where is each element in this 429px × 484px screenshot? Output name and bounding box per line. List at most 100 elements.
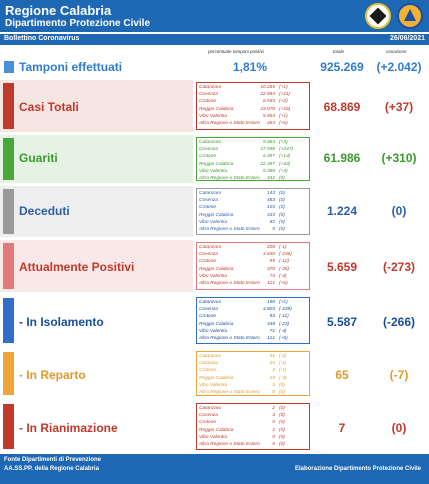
section-label-panel	[0, 80, 193, 132]
province-value: 190	[266, 300, 275, 305]
province-value: 2	[272, 406, 275, 411]
province-name: Catanzaro	[199, 140, 222, 145]
province-value: 71	[269, 328, 275, 334]
province-name: Vibo Valentia	[199, 113, 228, 119]
province-delta: (0)	[279, 219, 285, 225]
province-name: Reggio Calabria	[199, 212, 234, 218]
province-name: Catanzaro	[199, 245, 222, 250]
province-delta: (+16)	[279, 106, 291, 112]
province-delta: (0)	[279, 176, 285, 181]
section-title: - In Isolamento	[19, 315, 104, 329]
province-breakdown: Catanzaro 208 (-1) Cosenza 4.830 (-236) Croton…	[196, 242, 310, 290]
footer-credit: Elaborazione Dipartimento Protezione Civ…	[294, 466, 421, 472]
province-value: 370	[266, 266, 275, 272]
province-name: Cosenza	[199, 413, 218, 419]
province-name: Crotone	[199, 205, 217, 211]
province-delta: (-3)	[279, 375, 287, 381]
province-delta: (+6)	[279, 336, 288, 341]
section-title: - In Reparto	[19, 368, 86, 382]
province-delta: (-26)	[279, 266, 290, 272]
section-color-marker	[3, 189, 14, 234]
section-title: Casi Totali	[19, 100, 79, 114]
province-delta: (-12)	[279, 259, 290, 265]
province-name: Cosenza	[199, 307, 218, 313]
tamponi-variation: (+2.042)	[376, 60, 422, 74]
province-value: 22.884	[260, 92, 275, 98]
section-label-panel	[0, 295, 193, 346]
section-variation: (-7)	[389, 368, 409, 382]
province-value: 16	[269, 354, 275, 359]
section-variation-cell: (0)	[374, 188, 424, 235]
province-delta: (0)	[279, 406, 285, 411]
province-delta: (-236)	[279, 252, 292, 258]
province-name: Cosenza	[199, 92, 218, 98]
province-breakdown: Catanzaro 190 (+1) Cosenza 4.803 (-239) Croton…	[196, 297, 310, 344]
province-value: 22.397	[260, 161, 275, 167]
province-value: 23.070	[260, 106, 275, 112]
column-header-percent: percentuale tamponi positivi	[208, 49, 264, 54]
province-breakdown: Catanzaro 9.884 (+3) Cosenza 17.598 (+247) Cro…	[196, 137, 310, 181]
province-delta: (0)	[279, 227, 285, 232]
province-name: Altra Regione o Stato Estero	[199, 281, 260, 286]
province-delta: (0)	[279, 413, 285, 419]
province-value: 0	[272, 442, 275, 447]
header-bar: Regione Calabria Dipartimento Protezione…	[0, 0, 429, 32]
province-name: Cosenza	[199, 147, 218, 153]
province-delta: (0)	[279, 205, 285, 211]
province-value: 483	[266, 198, 275, 204]
section-variation: (0)	[391, 421, 407, 435]
section-title: Guariti	[19, 151, 58, 165]
province-delta: (+3)	[279, 140, 288, 145]
province-name: Vibo Valentia	[199, 168, 228, 174]
footer-source-line2: AA.SS.PP. della Regione Calabria	[4, 466, 99, 472]
section-variation-cell: (-266)	[374, 297, 424, 344]
province-name: Crotone	[199, 259, 217, 265]
province-value: 10.265	[260, 85, 275, 90]
section-variation: (-273)	[382, 260, 415, 274]
province-value: 17.598	[260, 147, 275, 153]
province-delta: (0)	[279, 427, 285, 433]
section-total: 61.986	[323, 151, 361, 165]
province-value: 3	[272, 382, 275, 388]
province-value: 0	[272, 390, 275, 395]
section-title: Attualmente Positivi	[19, 260, 135, 274]
province-name: Vibo Valentia	[199, 273, 228, 279]
province-name: Vibo Valentia	[199, 328, 228, 334]
province-value: 95	[269, 259, 275, 265]
section-total-cell: 7	[313, 403, 371, 450]
calabria-crest-icon	[365, 3, 391, 29]
section-6: - In Rianimazione Catanzaro 2 (0) Cosenza 3 (0…	[0, 401, 429, 452]
section-total-cell: 5.659	[313, 242, 371, 290]
province-delta: (+43)	[279, 161, 291, 167]
section-3: Attualmente Positivi Catanzaro 208 (-1) Cose…	[0, 240, 429, 292]
section-label-panel	[0, 401, 193, 452]
province-delta: (-1)	[279, 361, 287, 367]
province-name: Vibo Valentia	[199, 219, 228, 225]
section-variation: (+310)	[381, 151, 417, 165]
province-value: 4.803	[262, 307, 275, 313]
section-variation-cell: (0)	[374, 403, 424, 450]
protezione-civile-logo-icon	[397, 3, 423, 29]
province-breakdown: Catanzaro 2 (0) Cosenza 3 (0) Crotone 0 (0) Reggi…	[196, 403, 310, 450]
province-name: Cosenza	[199, 252, 218, 258]
province-delta: (0)	[279, 212, 285, 218]
province-name: Catanzaro	[199, 406, 222, 411]
province-delta: (-239)	[279, 307, 292, 313]
province-value: 82	[269, 219, 275, 225]
province-name: Altra Regione o Stato Estero	[199, 176, 260, 181]
province-value: 0	[272, 434, 275, 440]
province-name: Cosenza	[199, 198, 218, 204]
section-variation: (+37)	[384, 100, 414, 114]
province-value: 143	[266, 191, 275, 196]
province-delta: (0)	[279, 198, 285, 204]
tamponi-total: 925.269	[320, 60, 364, 74]
tamponi-color-marker	[4, 61, 14, 73]
province-value: 342	[266, 176, 275, 181]
section-total-cell: 1.224	[313, 188, 371, 235]
province-value: 6.397	[262, 154, 275, 160]
province-name: Crotone	[199, 99, 217, 105]
province-name: Catanzaro	[199, 191, 222, 196]
province-delta: (-2)	[279, 354, 287, 359]
section-variation-cell: (-273)	[374, 242, 424, 290]
section-5: - In Reparto Catanzaro 16 (-2) Cosenza 24 (-1)…	[0, 349, 429, 398]
